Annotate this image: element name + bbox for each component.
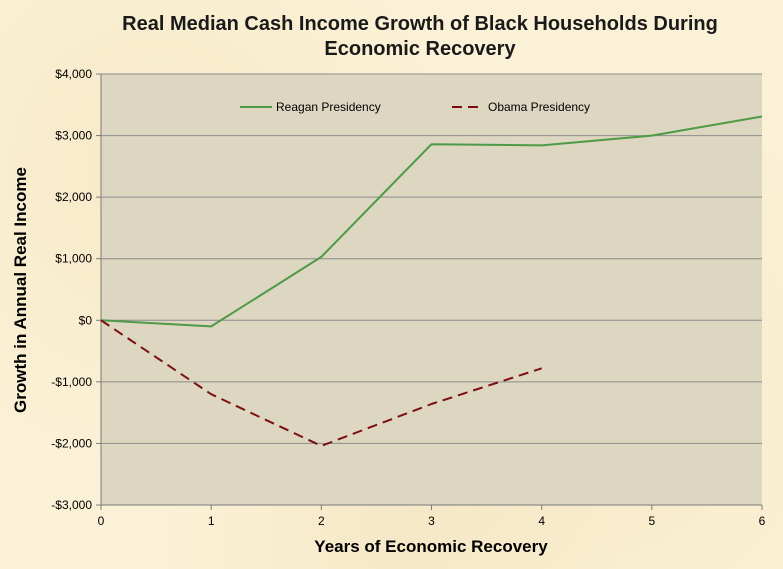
series-line-1 <box>100 115 763 328</box>
series-lines <box>100 115 763 447</box>
y-tick-label: -$3,000 <box>51 498 92 512</box>
y-axis-title: Growth in Annual Real Income <box>11 167 30 413</box>
legend-label-2: Obama Presidency <box>488 100 590 114</box>
legend: Reagan Presidency Obama Presidency <box>240 100 590 114</box>
plot-area <box>101 74 762 505</box>
y-tick-label: -$1,000 <box>51 375 92 389</box>
y-tick-label: $0 <box>79 313 93 327</box>
series-line-2 <box>100 319 543 447</box>
x-tick-label: 6 <box>759 514 766 528</box>
y-tick-labels: $4,000 $3,000 $2,000 $1,000 $0 -$1,000 -$2,000… <box>51 67 92 512</box>
chart-title-line-2: Economic Recovery <box>324 38 516 60</box>
y-tick-label: $2,000 <box>55 190 92 204</box>
x-tick-label: 5 <box>648 514 655 528</box>
chart-title-line-1: Real Median Cash Income Growth of Black … <box>122 13 718 35</box>
x-axis-title: Years of Economic Recovery <box>314 537 548 556</box>
y-tick-label: -$2,000 <box>51 436 92 450</box>
x-tick-label: 0 <box>98 514 105 528</box>
y-tick-label: $3,000 <box>55 129 92 143</box>
x-tick-label: 3 <box>428 514 435 528</box>
x-tick-label: 2 <box>318 514 325 528</box>
y-tick-label: $1,000 <box>55 252 92 266</box>
x-tick-label: 1 <box>208 514 215 528</box>
y-tick-label: $4,000 <box>55 67 92 81</box>
axes <box>96 73 763 510</box>
legend-label-1: Reagan Presidency <box>276 100 381 114</box>
gridlines <box>101 73 762 506</box>
x-tick-labels: 0 1 2 3 4 5 6 <box>98 514 766 528</box>
x-tick-label: 4 <box>538 514 545 528</box>
